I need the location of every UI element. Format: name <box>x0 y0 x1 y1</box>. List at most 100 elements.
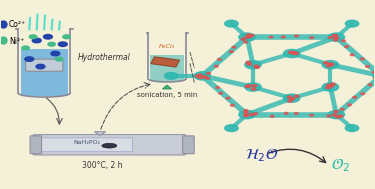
Text: Co²⁺: Co²⁺ <box>9 20 26 29</box>
Circle shape <box>270 115 274 117</box>
Text: FeCl₃: FeCl₃ <box>159 44 175 49</box>
Circle shape <box>294 113 298 115</box>
Circle shape <box>353 96 357 98</box>
Circle shape <box>326 87 330 89</box>
Circle shape <box>333 35 338 37</box>
Circle shape <box>348 104 351 106</box>
Circle shape <box>374 77 375 79</box>
Circle shape <box>195 75 200 77</box>
Circle shape <box>328 111 345 119</box>
Circle shape <box>225 125 238 132</box>
Circle shape <box>244 114 249 116</box>
Circle shape <box>198 74 202 76</box>
Circle shape <box>294 35 298 37</box>
FancyBboxPatch shape <box>26 59 63 71</box>
Circle shape <box>44 35 52 39</box>
Circle shape <box>252 88 256 90</box>
Circle shape <box>245 83 261 91</box>
Circle shape <box>339 115 343 117</box>
Circle shape <box>239 111 255 119</box>
Circle shape <box>252 85 257 87</box>
Circle shape <box>244 111 248 113</box>
Circle shape <box>251 34 254 36</box>
Circle shape <box>329 63 334 66</box>
FancyBboxPatch shape <box>42 138 132 152</box>
Circle shape <box>250 113 255 116</box>
Circle shape <box>350 54 354 56</box>
Circle shape <box>225 20 238 27</box>
Circle shape <box>284 94 300 102</box>
Circle shape <box>288 100 292 102</box>
Circle shape <box>331 83 335 85</box>
Circle shape <box>244 115 248 117</box>
Circle shape <box>248 35 252 38</box>
Circle shape <box>327 84 331 87</box>
Circle shape <box>287 96 292 98</box>
Circle shape <box>360 58 364 60</box>
Circle shape <box>334 37 338 39</box>
Circle shape <box>203 76 207 78</box>
Circle shape <box>328 33 345 41</box>
Circle shape <box>206 77 210 79</box>
Circle shape <box>198 76 203 79</box>
Circle shape <box>255 66 260 68</box>
Circle shape <box>328 63 333 65</box>
Circle shape <box>294 95 299 97</box>
Circle shape <box>372 71 375 73</box>
Circle shape <box>345 125 359 132</box>
Circle shape <box>334 111 338 113</box>
Circle shape <box>326 65 331 67</box>
Circle shape <box>291 51 296 54</box>
Circle shape <box>246 34 251 36</box>
Circle shape <box>25 57 34 61</box>
Polygon shape <box>151 57 180 67</box>
FancyBboxPatch shape <box>183 136 194 154</box>
Circle shape <box>58 42 67 46</box>
Circle shape <box>361 93 364 95</box>
Circle shape <box>345 20 359 27</box>
Circle shape <box>254 65 258 67</box>
Circle shape <box>368 84 372 86</box>
Circle shape <box>294 52 298 55</box>
Circle shape <box>366 65 369 67</box>
FancyBboxPatch shape <box>33 135 186 155</box>
Circle shape <box>241 38 246 40</box>
Circle shape <box>332 35 337 37</box>
Circle shape <box>226 97 230 99</box>
Circle shape <box>219 92 222 94</box>
Circle shape <box>254 113 258 115</box>
Circle shape <box>333 39 338 41</box>
Circle shape <box>244 41 248 43</box>
Circle shape <box>288 51 293 53</box>
Circle shape <box>345 46 348 48</box>
Circle shape <box>332 114 336 116</box>
Circle shape <box>244 109 248 111</box>
Circle shape <box>207 72 210 74</box>
Circle shape <box>48 42 56 46</box>
Circle shape <box>284 112 288 114</box>
Circle shape <box>336 116 340 118</box>
Circle shape <box>231 104 234 106</box>
Text: NaH₂PO₂: NaH₂PO₂ <box>74 140 100 145</box>
Circle shape <box>246 61 250 64</box>
Circle shape <box>51 51 60 56</box>
Circle shape <box>342 40 345 42</box>
Circle shape <box>291 52 296 54</box>
Circle shape <box>36 64 45 69</box>
Circle shape <box>328 37 332 39</box>
Circle shape <box>324 62 328 64</box>
Circle shape <box>290 98 295 100</box>
Circle shape <box>239 33 255 41</box>
Circle shape <box>245 36 250 38</box>
Circle shape <box>32 38 41 43</box>
Circle shape <box>232 46 236 48</box>
FancyBboxPatch shape <box>30 136 42 154</box>
Text: Ni²⁺: Ni²⁺ <box>9 37 24 46</box>
Circle shape <box>247 63 252 65</box>
Circle shape <box>247 85 251 87</box>
Circle shape <box>340 108 344 110</box>
Text: Hydrothermal: Hydrothermal <box>78 53 130 62</box>
Circle shape <box>269 36 273 38</box>
Circle shape <box>245 61 261 69</box>
Circle shape <box>373 72 375 80</box>
